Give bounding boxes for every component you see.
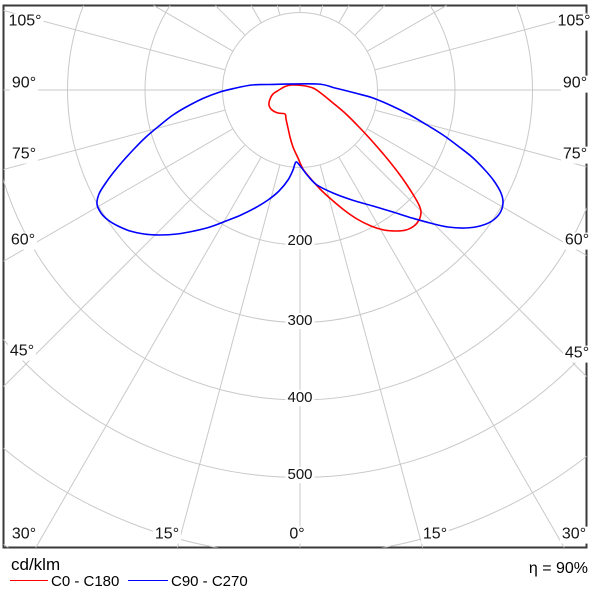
angle-label-0deg: 0° — [287, 525, 307, 544]
angle-label-45deg: 45° — [7, 342, 37, 361]
units-label: cd/klm — [11, 555, 61, 574]
angle-label-60deg: 60° — [562, 231, 592, 250]
grid-spoke-15 — [319, 164, 424, 548]
angle-label-45deg: 45° — [562, 344, 592, 363]
angle-label-105deg: 105° — [555, 12, 593, 31]
ring-label-200: 200 — [285, 232, 315, 250]
efficiency-label: η = 90% — [528, 560, 588, 577]
grid-spoke-105 — [374, 12, 587, 71]
grid-spoke-30 — [338, 156, 565, 548]
angle-label-90deg: 90° — [560, 74, 590, 93]
angle-label-105deg: 105° — [6, 12, 44, 31]
intensity-curves — [96, 82, 504, 236]
angle-label-90deg: 90° — [9, 74, 39, 93]
angle-label-15deg: 15° — [420, 525, 450, 544]
grid-spoke-330 — [35, 156, 262, 548]
angle-label-30deg: 30° — [9, 525, 39, 544]
grid-spoke-285 — [3, 109, 226, 171]
c90-c270-curve — [96, 82, 504, 236]
grid-spoke-315 — [3, 144, 246, 388]
ring-label-300: 300 — [285, 312, 315, 330]
grid-spoke-75 — [374, 109, 587, 168]
legend-label-c90-c270: C90 - C270 — [171, 573, 248, 590]
angle-label-15deg: 15° — [152, 525, 182, 544]
grid-spoke-60 — [366, 128, 587, 257]
grid-spoke-45 — [354, 144, 587, 378]
angle-label-75deg: 75° — [9, 145, 39, 164]
legend-label-c0-c180: C0 - C180 — [51, 573, 120, 590]
grid-spoke-300 — [3, 128, 234, 262]
legend-swatch-c90-c270 — [128, 580, 168, 581]
angle-label-75deg: 75° — [560, 145, 590, 164]
plot-border — [2, 4, 588, 549]
angle-label-30deg: 30° — [559, 525, 589, 544]
ring-label-500: 500 — [285, 466, 315, 484]
angle-label-60deg: 60° — [8, 231, 38, 250]
grid-spoke-255 — [3, 9, 226, 71]
ring-label-400: 400 — [285, 389, 315, 407]
legend-swatch-c0-c180 — [10, 580, 48, 581]
c0-c180-curve — [268, 84, 422, 232]
grid-spoke-345 — [176, 164, 281, 548]
